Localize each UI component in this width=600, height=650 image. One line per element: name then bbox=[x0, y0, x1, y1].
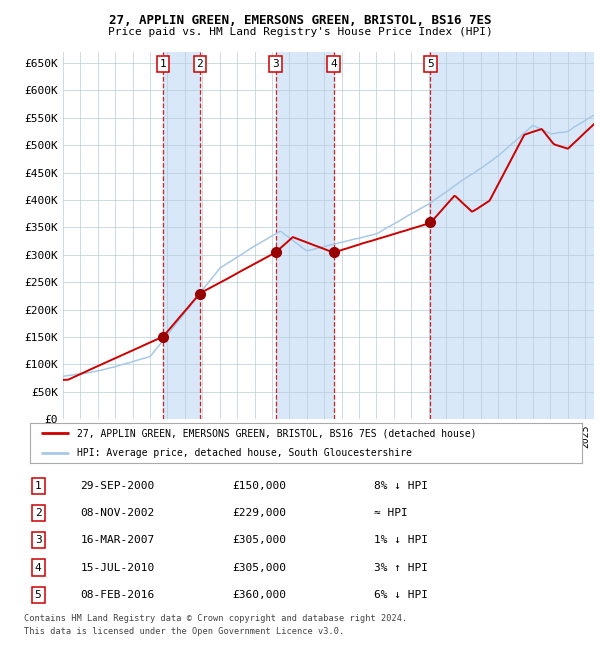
Text: 5: 5 bbox=[427, 59, 434, 69]
Text: 6% ↓ HPI: 6% ↓ HPI bbox=[374, 590, 428, 600]
Bar bbox=[275, 52, 334, 419]
Text: £305,000: £305,000 bbox=[233, 563, 287, 573]
Text: 3: 3 bbox=[35, 536, 41, 545]
Text: ≈ HPI: ≈ HPI bbox=[374, 508, 407, 518]
Text: 2: 2 bbox=[35, 508, 41, 518]
Text: £360,000: £360,000 bbox=[233, 590, 287, 600]
Text: Price paid vs. HM Land Registry's House Price Index (HPI): Price paid vs. HM Land Registry's House … bbox=[107, 27, 493, 37]
Text: HPI: Average price, detached house, South Gloucestershire: HPI: Average price, detached house, Sout… bbox=[77, 448, 412, 458]
Text: 5: 5 bbox=[35, 590, 41, 600]
Bar bbox=[430, 52, 594, 419]
Text: 27, APPLIN GREEN, EMERSONS GREEN, BRISTOL, BS16 7ES (detached house): 27, APPLIN GREEN, EMERSONS GREEN, BRISTO… bbox=[77, 428, 476, 438]
Text: 4: 4 bbox=[330, 59, 337, 69]
Text: £229,000: £229,000 bbox=[233, 508, 287, 518]
Text: 15-JUL-2010: 15-JUL-2010 bbox=[80, 563, 155, 573]
Text: 2: 2 bbox=[196, 59, 203, 69]
Text: Contains HM Land Registry data © Crown copyright and database right 2024.: Contains HM Land Registry data © Crown c… bbox=[24, 614, 407, 623]
Text: 4: 4 bbox=[35, 563, 41, 573]
Text: This data is licensed under the Open Government Licence v3.0.: This data is licensed under the Open Gov… bbox=[24, 627, 344, 636]
Text: 16-MAR-2007: 16-MAR-2007 bbox=[80, 536, 155, 545]
Text: 3% ↑ HPI: 3% ↑ HPI bbox=[374, 563, 428, 573]
Text: 29-SEP-2000: 29-SEP-2000 bbox=[80, 481, 155, 491]
Text: 08-NOV-2002: 08-NOV-2002 bbox=[80, 508, 155, 518]
Text: 1% ↓ HPI: 1% ↓ HPI bbox=[374, 536, 428, 545]
Text: 27, APPLIN GREEN, EMERSONS GREEN, BRISTOL, BS16 7ES: 27, APPLIN GREEN, EMERSONS GREEN, BRISTO… bbox=[109, 14, 491, 27]
Text: 8% ↓ HPI: 8% ↓ HPI bbox=[374, 481, 428, 491]
Text: £305,000: £305,000 bbox=[233, 536, 287, 545]
Text: 08-FEB-2016: 08-FEB-2016 bbox=[80, 590, 155, 600]
Text: 1: 1 bbox=[160, 59, 166, 69]
Text: £150,000: £150,000 bbox=[233, 481, 287, 491]
Bar bbox=[163, 52, 200, 419]
Text: 1: 1 bbox=[35, 481, 41, 491]
Text: 3: 3 bbox=[272, 59, 279, 69]
